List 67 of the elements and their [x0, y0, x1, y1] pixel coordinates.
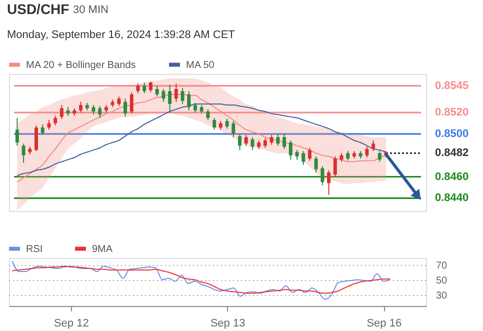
candlestick	[98, 106, 102, 118]
x-tick-label: Sep 12	[54, 318, 89, 330]
legend-label: 9MA	[92, 244, 113, 255]
candlestick	[15, 117, 19, 146]
ref-line-label: 0.8545	[435, 80, 469, 92]
candlestick	[244, 134, 248, 146]
y-tick-label: 30	[436, 290, 448, 302]
candlestick	[314, 156, 318, 173]
candlestick	[136, 83, 140, 94]
candlestick	[250, 136, 254, 150]
candlestick	[263, 138, 267, 148]
candlestick	[378, 150, 382, 162]
candlestick	[155, 85, 159, 97]
legend-label: RSI	[26, 244, 43, 255]
candlestick	[308, 147, 312, 162]
candlestick	[372, 140, 376, 152]
candlestick	[148, 80, 152, 93]
candlestick	[282, 133, 286, 150]
ref-line-label: 0.8482	[435, 147, 469, 160]
candlestick	[276, 133, 280, 146]
legend-label: MA 20 + Bollinger Bands	[26, 60, 136, 71]
candlestick	[174, 83, 178, 102]
candlestick	[130, 92, 134, 114]
candlestick	[92, 104, 96, 116]
candlestick	[327, 170, 331, 196]
candlestick	[238, 133, 242, 150]
candlestick	[47, 120, 51, 130]
candlestick	[60, 104, 64, 120]
candlestick	[162, 88, 166, 102]
chart-subtitle: Monday, September 16, 2024 1:39:28 AM CET	[7, 29, 236, 41]
candlestick	[302, 150, 306, 166]
ref-line-label: 0.8460	[435, 170, 469, 183]
candlestick	[365, 146, 369, 158]
candlestick	[270, 134, 274, 146]
candlestick	[34, 124, 38, 152]
candlestick	[40, 124, 44, 136]
x-tick-label: Sep 16	[366, 318, 402, 330]
x-tick-label: Sep 13	[210, 318, 246, 330]
ref-line-label: 0.8500	[435, 128, 469, 140]
candlestick	[320, 166, 324, 186]
legend-label: MA 50	[186, 60, 215, 71]
line-series	[12, 266, 391, 294]
candlestick	[180, 87, 184, 104]
candlestick	[295, 149, 299, 160]
candlestick	[54, 115, 58, 126]
y-tick-label: 70	[436, 260, 448, 272]
candlestick	[79, 101, 83, 114]
line-series	[12, 260, 391, 300]
y-tick-label: 50	[436, 276, 448, 286]
candlestick	[225, 118, 229, 130]
candlestick	[232, 120, 236, 138]
candlestick	[346, 150, 350, 162]
ref-line-label: 0.8440	[435, 192, 469, 204]
candlestick	[22, 143, 26, 164]
candlestick	[288, 140, 292, 160]
candlestick	[206, 108, 210, 121]
candlestick	[117, 96, 121, 107]
candlestick	[193, 102, 197, 114]
candlestick	[142, 82, 146, 94]
candlestick	[168, 84, 172, 114]
candlestick	[333, 156, 337, 178]
candlestick	[212, 117, 216, 130]
candlestick	[124, 98, 128, 118]
chart-title: USD/CHF	[7, 1, 70, 17]
text: 30 MIN	[73, 4, 109, 16]
candlestick	[187, 90, 191, 111]
ref-line-label: 0.8520	[435, 106, 469, 119]
